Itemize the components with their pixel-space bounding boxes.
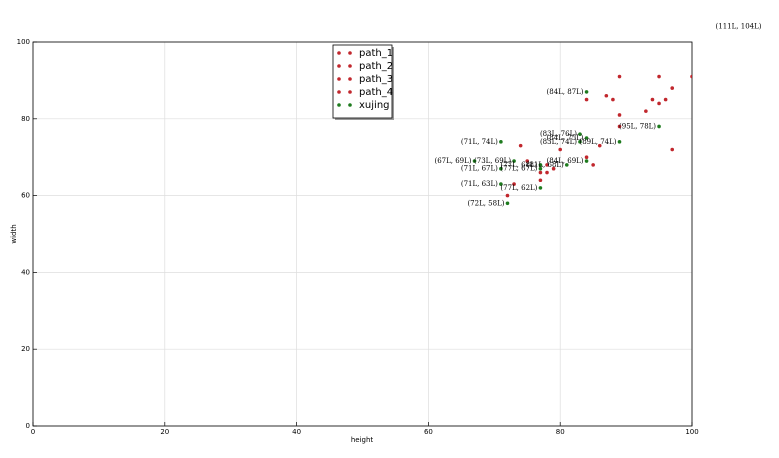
point bbox=[650, 97, 655, 102]
point bbox=[657, 124, 661, 129]
point bbox=[472, 159, 477, 163]
legend-label: path_4 bbox=[359, 87, 393, 98]
point bbox=[617, 140, 622, 144]
point bbox=[657, 74, 661, 79]
legend-marker bbox=[348, 77, 352, 81]
point bbox=[499, 166, 503, 171]
point bbox=[644, 109, 648, 113]
legend-marker bbox=[348, 90, 352, 94]
plot-area bbox=[472, 25, 767, 206]
point bbox=[657, 101, 661, 106]
point bbox=[617, 113, 622, 117]
point bbox=[670, 147, 675, 152]
point bbox=[584, 155, 589, 159]
y-tick-label: 100 bbox=[17, 38, 30, 46]
point bbox=[617, 74, 622, 79]
point bbox=[538, 170, 543, 175]
legend-label: path_2 bbox=[359, 61, 393, 72]
point-label: (84L, 75L) bbox=[547, 134, 584, 142]
point-label: (71L, 74L) bbox=[461, 138, 498, 146]
point-label: (83L, 76L) bbox=[540, 130, 577, 138]
legend-marker bbox=[348, 51, 352, 55]
legend-marker bbox=[348, 103, 352, 107]
point bbox=[505, 193, 510, 198]
legend-label: path_1 bbox=[359, 48, 393, 59]
point-label: (77L, 62L) bbox=[500, 184, 537, 192]
legend bbox=[332, 44, 393, 119]
point bbox=[499, 140, 503, 144]
y-tick-label: 60 bbox=[21, 192, 30, 200]
point bbox=[663, 97, 668, 102]
point bbox=[538, 178, 543, 183]
x-axis-label: height bbox=[351, 436, 374, 444]
x-tick-label: 60 bbox=[424, 428, 433, 436]
point bbox=[584, 136, 589, 140]
legend-marker bbox=[337, 77, 341, 81]
point bbox=[564, 163, 569, 167]
legend-marker bbox=[337, 51, 341, 55]
point-label: (95L, 78L) bbox=[619, 122, 656, 130]
y-axis-label: width bbox=[10, 224, 18, 243]
legend-marker bbox=[337, 64, 341, 68]
x-tick-label: 80 bbox=[556, 428, 565, 436]
point bbox=[538, 163, 543, 167]
point bbox=[525, 159, 530, 163]
point bbox=[611, 97, 615, 102]
point bbox=[578, 140, 582, 144]
plot-frame bbox=[32, 41, 693, 427]
x-tick-label: 0 bbox=[31, 428, 35, 436]
point-label: (73L, 69L) bbox=[474, 157, 511, 165]
point-label: (71L, 63L) bbox=[461, 180, 498, 188]
point bbox=[518, 143, 523, 148]
point bbox=[591, 163, 595, 167]
point bbox=[505, 201, 510, 206]
point bbox=[617, 124, 622, 129]
legend-marker bbox=[337, 103, 341, 107]
point bbox=[538, 166, 543, 171]
point bbox=[763, 25, 767, 29]
point-label: (84L, 87L) bbox=[547, 88, 584, 96]
point bbox=[545, 163, 549, 167]
point bbox=[545, 170, 549, 175]
point-label: (83L, 74L) bbox=[540, 138, 577, 146]
x-tick-label: 40 bbox=[292, 428, 301, 436]
point-label: (72L, 58L) bbox=[467, 199, 504, 207]
point-label: (111L, 104L) bbox=[716, 23, 762, 31]
point-label: (77L, 68L) bbox=[500, 161, 537, 169]
point bbox=[597, 143, 602, 148]
y-tick-label: 40 bbox=[21, 268, 30, 276]
point-label: (89L, 74L) bbox=[579, 138, 616, 146]
legend-label: xujing bbox=[359, 100, 390, 111]
legend-marker bbox=[348, 64, 352, 68]
point bbox=[584, 97, 589, 102]
point bbox=[604, 93, 609, 98]
point bbox=[512, 182, 516, 186]
point bbox=[538, 186, 543, 190]
x-tick-label: 20 bbox=[160, 428, 169, 436]
x-tick-label: 100 bbox=[685, 428, 698, 436]
point bbox=[558, 147, 562, 152]
point bbox=[584, 90, 589, 94]
point-label: (84L, 69L) bbox=[547, 157, 584, 165]
point bbox=[551, 166, 556, 171]
y-tick-label: 80 bbox=[21, 115, 30, 123]
legend-marker bbox=[337, 90, 341, 94]
legend-label: path_3 bbox=[359, 74, 393, 85]
point-label: (67L, 69L) bbox=[434, 157, 471, 165]
point-label: (77L, 67L) bbox=[500, 165, 537, 173]
point bbox=[512, 159, 516, 163]
point-label: (81L, 68L) bbox=[527, 161, 564, 169]
y-tick-label: 20 bbox=[21, 345, 30, 353]
point-label: (71L, 67L) bbox=[461, 165, 498, 173]
point bbox=[670, 86, 675, 90]
point bbox=[690, 74, 692, 79]
point bbox=[578, 132, 582, 136]
y-tick-label: 0 bbox=[26, 422, 30, 430]
point bbox=[584, 159, 589, 163]
point bbox=[499, 182, 503, 186]
